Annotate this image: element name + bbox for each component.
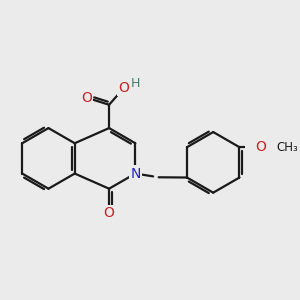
Text: H: H	[130, 77, 140, 90]
Text: O: O	[81, 91, 92, 105]
Text: O: O	[104, 206, 115, 220]
Text: O: O	[256, 140, 266, 154]
Text: N: N	[130, 167, 140, 181]
Text: O: O	[118, 81, 130, 95]
Text: CH₃: CH₃	[277, 141, 298, 154]
